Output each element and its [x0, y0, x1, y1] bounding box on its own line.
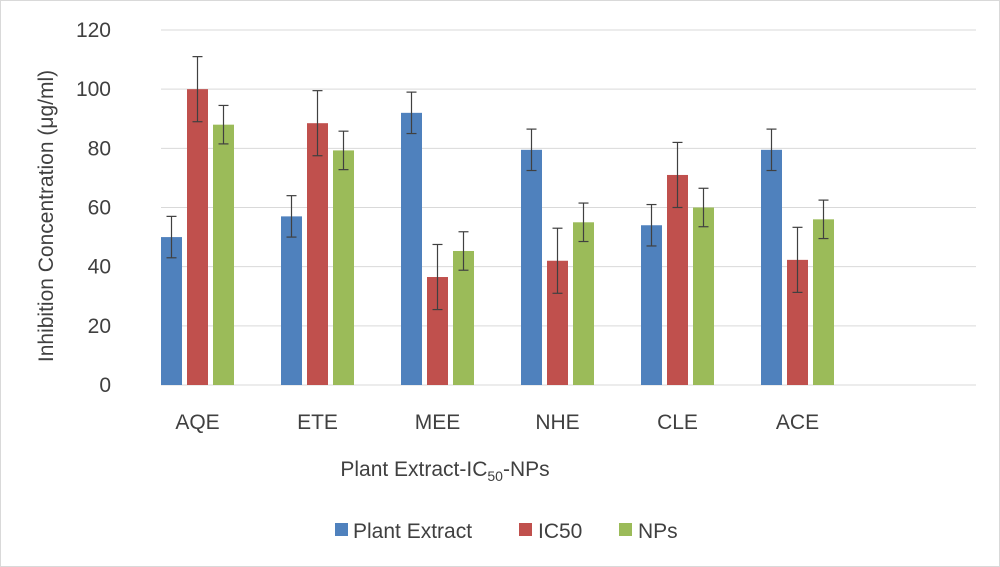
error-bar-aqe-ic50	[192, 56, 203, 123]
bar-nhe-plant-extract	[521, 149, 542, 385]
legend-swatch	[519, 523, 532, 536]
y-tick-label: 20	[88, 315, 111, 338]
y-tick-label: 80	[88, 137, 111, 160]
x-tick-label-mee: MEE	[415, 411, 461, 434]
error-bar-ace-ic50	[792, 226, 803, 294]
error-bar-aqe-plant-extract	[166, 215, 177, 259]
error-bar-nhe-nps	[578, 202, 589, 243]
error-bar-cle-plant-extract	[646, 203, 657, 247]
y-tick-label: 100	[76, 78, 111, 101]
error-bar-ete-plant-extract	[286, 195, 297, 238]
error-bar-ace-nps	[818, 199, 829, 240]
x-tick-label-nhe: NHE	[535, 411, 579, 434]
legend-item-plant-extract: Plant Extract	[335, 520, 472, 543]
x-tick-labels: AQE ETE MEE NHE CLE ACE	[175, 411, 819, 434]
bar-ete-nps	[333, 150, 354, 385]
y-tick-label: 40	[88, 256, 111, 279]
bar-cle-ic50	[667, 174, 688, 385]
legend-item-nps: NPs	[619, 520, 678, 543]
error-bar-cle-nps	[698, 187, 709, 228]
x-tick-label-ete: ETE	[297, 411, 338, 434]
bar-ete-ic50	[307, 123, 328, 385]
x-tick-label-cle: CLE	[657, 411, 698, 434]
legend-label: IC50	[538, 520, 582, 543]
x-tick-label-ace: ACE	[776, 411, 819, 434]
bar-nhe-nps	[573, 222, 594, 385]
error-bar-ete-ic50	[312, 90, 323, 157]
bar-ete-plant-extract	[281, 216, 302, 385]
bar-ace-plant-extract	[761, 149, 782, 385]
y-axis-title: Inhibition Concentration (μg/ml)	[35, 70, 58, 362]
bars	[161, 89, 834, 386]
legend-label: NPs	[638, 520, 678, 543]
error-bar-cle-ic50	[672, 141, 683, 209]
error-bar-nhe-plant-extract	[526, 128, 537, 172]
error-bar-mee-nps	[458, 231, 469, 271]
x-axis-title-suffix: -NPs	[503, 458, 550, 481]
legend-item-ic50: IC50	[519, 520, 582, 543]
bar-mee-nps	[453, 250, 474, 385]
error-bar-aqe-nps	[218, 104, 229, 145]
bar-ace-nps	[813, 219, 834, 385]
bar-aqe-ic50	[187, 89, 208, 386]
bar-ace-ic50	[787, 259, 808, 385]
x-axis-title-subscript: 50	[487, 468, 503, 484]
error-bars	[166, 56, 829, 311]
bar-cle-nps	[693, 207, 714, 385]
legend-swatch	[335, 523, 348, 536]
bar-aqe-plant-extract	[161, 237, 182, 385]
bar-mee-plant-extract	[401, 112, 422, 385]
error-bar-nhe-ic50	[552, 227, 563, 294]
y-tick-label: 60	[88, 197, 111, 220]
y-tick-labels: 0 20 40 60 80 100 120	[76, 19, 111, 397]
legend: Plant Extract IC50 NPs	[335, 520, 678, 543]
legend-swatch	[619, 523, 632, 536]
error-bar-ete-nps	[338, 130, 349, 171]
bar-mee-ic50	[427, 277, 448, 385]
legend-label: Plant Extract	[353, 520, 472, 543]
x-axis-title: Plant Extract-IC50-NPs	[340, 458, 549, 484]
bar-cle-plant-extract	[641, 225, 662, 385]
error-bar-ace-plant-extract	[766, 128, 777, 172]
error-bar-mee-ic50	[432, 243, 443, 311]
y-tick-label: 120	[76, 19, 111, 42]
y-tick-label: 0	[99, 374, 111, 397]
x-tick-label-aqe: AQE	[175, 411, 219, 434]
bar-nhe-ic50	[547, 260, 568, 385]
x-axis-title-prefix: Plant Extract-IC	[340, 458, 487, 481]
error-bar-mee-plant-extract	[406, 91, 417, 135]
bar-aqe-nps	[213, 124, 234, 386]
